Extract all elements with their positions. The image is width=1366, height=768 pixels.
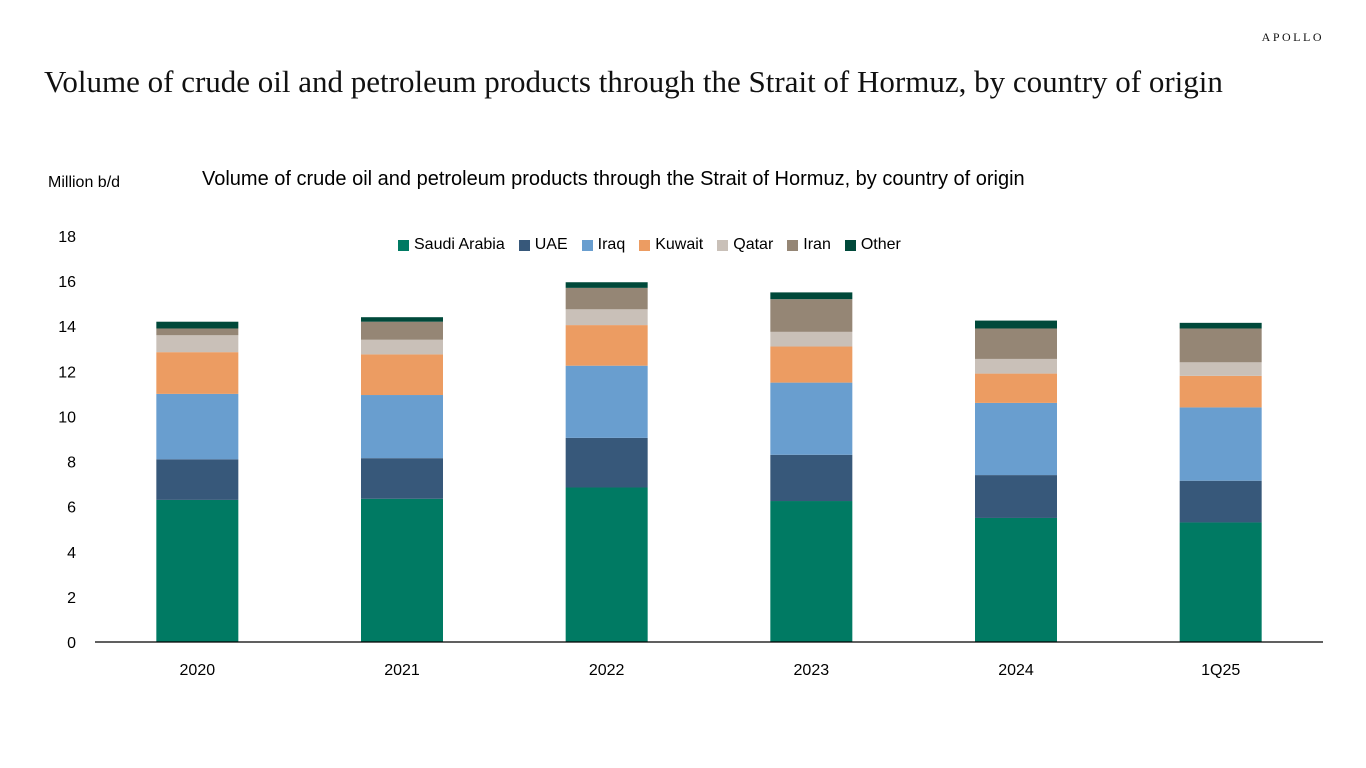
y-tick-label: 8 bbox=[67, 455, 76, 472]
bar-segment-kuwait bbox=[975, 373, 1057, 403]
bar-segment-iran bbox=[361, 321, 443, 340]
bar-segment-kuwait bbox=[565, 325, 648, 366]
legend-swatch bbox=[844, 239, 856, 251]
bar-segment-qatar bbox=[975, 358, 1057, 374]
legend-item-kuwait: Kuwait bbox=[639, 236, 703, 254]
bar-segment-iraq bbox=[565, 365, 648, 438]
y-tick-label: 0 bbox=[67, 635, 76, 652]
bar-segment-iraq bbox=[1179, 407, 1262, 481]
bar-segment-other bbox=[361, 317, 443, 322]
bar-segment-uae bbox=[156, 459, 239, 500]
bar-segment-kuwait bbox=[361, 354, 443, 396]
legend-swatch bbox=[581, 239, 593, 251]
legend-item-qatar: Qatar bbox=[717, 236, 773, 254]
y-tick-label: 16 bbox=[58, 274, 76, 291]
bar-segment-saudi-arabia bbox=[361, 498, 443, 642]
legend-item-iraq: Iraq bbox=[581, 236, 626, 254]
x-tick-label: 2021 bbox=[384, 662, 420, 679]
bar-segment-saudi-arabia bbox=[1179, 522, 1262, 642]
bar-segment-iraq bbox=[156, 393, 239, 460]
bar-segment-qatar bbox=[770, 331, 853, 347]
bar-segment-other bbox=[156, 321, 239, 329]
bar-segment-iran bbox=[770, 299, 853, 332]
page-title: Volume of crude oil and petroleum produc… bbox=[44, 64, 1223, 99]
bar-segment-kuwait bbox=[770, 346, 853, 383]
bar-segment-uae bbox=[1179, 480, 1262, 523]
bar-segment-kuwait bbox=[156, 352, 239, 394]
legend-swatch bbox=[639, 239, 651, 251]
bar-segment-iraq bbox=[975, 402, 1057, 476]
y-tick-label: 4 bbox=[67, 545, 76, 562]
legend-label: Kuwait bbox=[655, 236, 704, 253]
bar-segment-uae bbox=[975, 475, 1057, 518]
bar-segment-qatar bbox=[565, 309, 648, 326]
legend-item-saudi-arabia: Saudi Arabia bbox=[398, 236, 505, 254]
legend-item-uae: UAE bbox=[518, 236, 568, 254]
legend-label: Iran bbox=[803, 236, 831, 253]
bar-segment-qatar bbox=[156, 335, 239, 353]
legend-label: Other bbox=[860, 236, 901, 253]
legend-label: UAE bbox=[534, 236, 568, 253]
x-tick-label: 2024 bbox=[998, 662, 1034, 679]
bar-segment-other bbox=[770, 292, 853, 300]
y-tick-label: 6 bbox=[67, 500, 76, 517]
x-tick-label: 2023 bbox=[794, 662, 830, 679]
legend-swatch bbox=[787, 239, 799, 251]
bar-segment-uae bbox=[361, 458, 443, 499]
brand-logo: APOLLO bbox=[1261, 30, 1324, 44]
bar-segment-saudi-arabia bbox=[565, 487, 648, 642]
bar-segment-other bbox=[565, 282, 648, 288]
chart-legend: Saudi Arabia UAE Iraq Kuwait Qatar Iran … bbox=[398, 236, 915, 254]
y-tick-label: 14 bbox=[58, 319, 76, 336]
legend-label: Saudi Arabia bbox=[414, 236, 505, 253]
y-tick-label: 2 bbox=[67, 590, 76, 607]
legend-swatch bbox=[398, 239, 409, 251]
bar-segment-qatar bbox=[361, 339, 443, 355]
legend-label: Qatar bbox=[733, 236, 774, 253]
bar-segment-iran bbox=[156, 328, 239, 336]
bar-segment-iran bbox=[565, 287, 648, 310]
bar-segment-other bbox=[1179, 322, 1262, 329]
bar-segment-qatar bbox=[1179, 362, 1262, 376]
chart-title: Volume of crude oil and petroleum produc… bbox=[202, 168, 1025, 190]
bar-segment-uae bbox=[565, 437, 648, 488]
legend-label: Iraq bbox=[597, 236, 626, 253]
legend-swatch bbox=[518, 239, 530, 251]
bar-segment-iran bbox=[1179, 328, 1262, 363]
legend-item-iran: Iran bbox=[787, 236, 831, 254]
y-tick-label: 18 bbox=[58, 229, 76, 246]
x-tick-label: 2020 bbox=[180, 662, 216, 679]
bar-segment-other bbox=[975, 320, 1057, 329]
x-tick-label: 2022 bbox=[589, 662, 625, 679]
legend-swatch bbox=[717, 239, 729, 251]
x-tick-label: 1Q25 bbox=[1201, 662, 1240, 679]
bar-segment-saudi-arabia bbox=[770, 501, 853, 642]
bar-segment-kuwait bbox=[1179, 375, 1262, 408]
legend-item-other: Other bbox=[844, 236, 901, 254]
y-tick-label: 12 bbox=[58, 364, 76, 381]
bar-segment-saudi-arabia bbox=[156, 499, 239, 642]
bar-segment-uae bbox=[770, 454, 853, 502]
bar-segment-iran bbox=[975, 328, 1057, 359]
bar-segment-saudi-arabia bbox=[975, 517, 1057, 642]
bar-segment-iraq bbox=[361, 395, 443, 459]
y-axis-label: Million b/d bbox=[48, 174, 121, 191]
bar-segment-iraq bbox=[770, 382, 853, 455]
y-tick-label: 10 bbox=[58, 409, 76, 426]
